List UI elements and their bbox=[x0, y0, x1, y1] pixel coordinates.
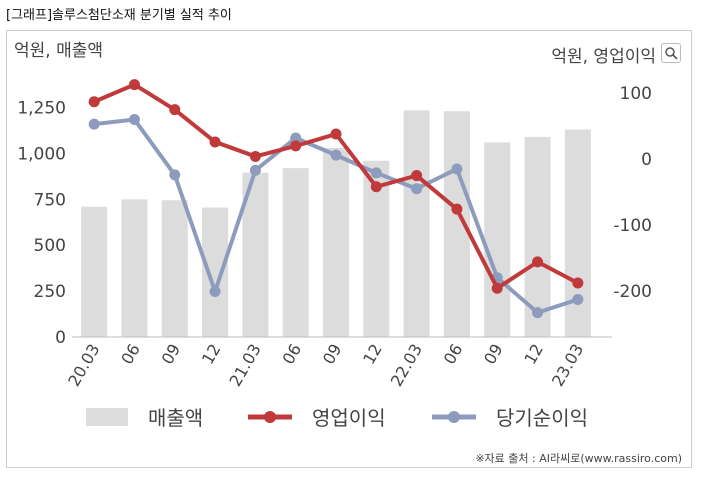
source-note: ※자료 출처 : AI라씨로(www.rassiro.com) bbox=[475, 452, 682, 465]
point-operating-4 bbox=[249, 150, 261, 162]
left-tick-label: 1,000 bbox=[17, 144, 66, 164]
point-net-5 bbox=[290, 132, 302, 144]
x-tick-label: 09 bbox=[319, 341, 346, 368]
point-operating-9 bbox=[451, 203, 463, 215]
bar-revenue-5 bbox=[282, 168, 309, 337]
point-operating-6 bbox=[330, 128, 342, 140]
legend-swatch-revenue bbox=[86, 408, 128, 426]
x-tick-label: 06 bbox=[117, 341, 144, 368]
point-operating-11 bbox=[532, 256, 544, 268]
bar-revenue-10 bbox=[484, 142, 511, 337]
point-net-8 bbox=[411, 183, 423, 195]
legend-label-operating: 영업이익 bbox=[312, 406, 386, 430]
chart-frame bbox=[6, 30, 692, 468]
point-net-4 bbox=[249, 164, 261, 176]
point-operating-12 bbox=[572, 277, 584, 289]
x-tick-label: 20.03 bbox=[64, 341, 103, 390]
point-net-7 bbox=[370, 167, 382, 179]
left-tick-label: 0 bbox=[55, 328, 66, 348]
left-tick-label: 250 bbox=[34, 282, 66, 302]
point-net-6 bbox=[330, 149, 342, 161]
point-net-0 bbox=[88, 118, 100, 130]
point-net-3 bbox=[209, 286, 221, 298]
point-net-11 bbox=[532, 307, 544, 319]
bar-revenue-12 bbox=[564, 129, 591, 337]
x-tick-label: 22.03 bbox=[387, 341, 426, 390]
legend-label-revenue: 매출액 bbox=[148, 406, 203, 430]
left-axis-unit: 억원, 매출액 bbox=[14, 41, 103, 61]
x-tick-label: 12 bbox=[198, 341, 225, 368]
x-tick-label: 06 bbox=[279, 341, 306, 368]
right-tick-label: 0 bbox=[641, 150, 652, 170]
right-tick-label: -200 bbox=[613, 282, 652, 302]
legend: 매출액 영업이익 당기순이익 bbox=[86, 406, 588, 430]
point-operating-5 bbox=[290, 140, 302, 152]
bar-revenue-6 bbox=[323, 147, 349, 337]
left-tick-label: 750 bbox=[34, 190, 66, 210]
point-operating-2 bbox=[169, 104, 181, 116]
x-tick-label: 09 bbox=[158, 341, 185, 368]
left-tick-label: 500 bbox=[34, 236, 66, 256]
x-tick-label: 09 bbox=[480, 341, 507, 368]
x-tick-label: 06 bbox=[440, 341, 467, 368]
point-net-12 bbox=[572, 293, 584, 305]
x-tick-label: 12 bbox=[359, 341, 386, 368]
bar-revenue-0 bbox=[81, 206, 108, 337]
chart-caption: [그래프]솔루스첨단소재 분기별 실적 추이 bbox=[6, 8, 232, 23]
point-operating-7 bbox=[370, 181, 382, 193]
bar-revenue-2 bbox=[161, 200, 188, 337]
x-tick-label: 21.03 bbox=[225, 341, 264, 390]
right-tick-label: 100 bbox=[620, 84, 652, 104]
bar-revenue-1 bbox=[121, 199, 148, 337]
legend-marker-operating bbox=[264, 411, 276, 423]
point-operating-0 bbox=[88, 96, 100, 108]
point-net-9 bbox=[451, 163, 463, 175]
bar-revenue-8 bbox=[403, 110, 430, 338]
legend-label-net: 당기순이익 bbox=[496, 406, 588, 430]
x-tick-label: 23.03 bbox=[548, 341, 587, 390]
point-net-1 bbox=[128, 114, 140, 126]
point-operating-8 bbox=[411, 170, 423, 182]
point-operating-1 bbox=[128, 79, 140, 91]
point-operating-10 bbox=[491, 282, 503, 294]
right-tick-label: -100 bbox=[613, 216, 652, 236]
x-tick-label: 12 bbox=[520, 341, 547, 368]
left-tick-label: 1,250 bbox=[17, 99, 66, 119]
point-net-2 bbox=[169, 169, 181, 181]
zoom-icon[interactable] bbox=[661, 43, 681, 63]
legend-marker-net bbox=[448, 411, 460, 423]
right-axis-unit: 억원, 영업이익 bbox=[551, 47, 656, 67]
bar-revenue-3 bbox=[202, 207, 229, 337]
point-operating-3 bbox=[209, 136, 221, 148]
